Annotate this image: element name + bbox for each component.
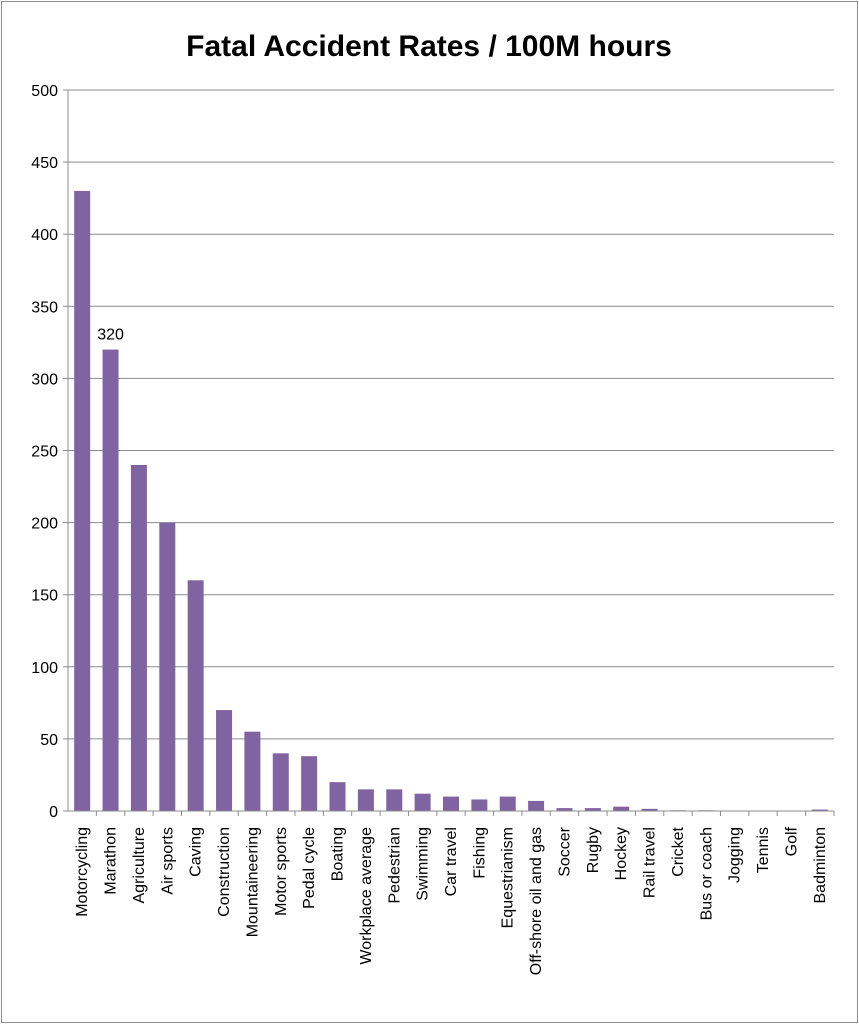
y-tick-label: 0 — [49, 804, 58, 821]
x-tick-label: Boating — [330, 827, 347, 881]
y-tick-label: 50 — [40, 732, 58, 749]
bar — [528, 801, 544, 811]
bar — [216, 710, 232, 811]
x-tick-label: Golf — [783, 826, 800, 856]
x-tick-label: Pedestrian — [386, 827, 403, 904]
y-tick-label: 150 — [31, 588, 58, 605]
x-tick-label: Hockey — [613, 827, 630, 880]
gridlines — [68, 90, 834, 811]
data-label: 320 — [97, 327, 124, 344]
bar — [74, 191, 90, 811]
x-tick-label: Car travel — [443, 827, 460, 896]
y-tick-label: 450 — [31, 155, 58, 172]
bar — [415, 794, 431, 811]
x-tick-label: Construction — [216, 827, 233, 917]
x-tick-label: Tennis — [755, 827, 772, 873]
bar — [159, 523, 175, 811]
bar — [103, 350, 119, 811]
bars — [74, 191, 828, 811]
x-axis: Motorcycling Marathon Agriculture Air sport… — [68, 811, 834, 975]
y-tick-label: 500 — [31, 83, 58, 100]
x-tick-label: Bus or coach — [698, 827, 715, 920]
x-tick-label: Rugby — [585, 827, 602, 873]
x-tick-label: Mountaineering — [244, 827, 261, 937]
y-axis: 0 50 100 150 200 250 300 350 400 450 500 — [31, 83, 68, 821]
y-tick-label: 350 — [31, 299, 58, 316]
bar — [330, 782, 346, 811]
bar — [500, 797, 516, 811]
x-tick-label: Jogging — [727, 827, 744, 883]
x-tick-label: Off-shore oil and gas — [528, 827, 545, 975]
bar — [386, 789, 402, 811]
chart-title: Fatal Accident Rates / 100M hours — [186, 30, 672, 63]
x-tick-label: Swimming — [415, 827, 432, 901]
bar — [358, 789, 374, 811]
data-labels: 320 — [97, 327, 124, 344]
x-tick-label: Fishing — [471, 827, 488, 879]
y-tick-label: 100 — [31, 660, 58, 677]
bar — [244, 732, 260, 811]
x-tick-label: Motorcycling — [74, 827, 91, 917]
y-tick-label: 200 — [31, 516, 58, 533]
x-tick-label: Soccer — [556, 826, 573, 876]
y-tick-label: 250 — [31, 444, 58, 461]
x-tick-label: Badminton — [812, 827, 829, 904]
bar — [131, 465, 147, 811]
y-tick-label: 400 — [31, 227, 58, 244]
bar — [301, 756, 317, 811]
bar — [613, 807, 629, 811]
bar — [471, 799, 487, 811]
x-tick-label: Caving — [188, 827, 205, 877]
x-tick-label: Pedal cycle — [301, 827, 318, 909]
x-tick-label: Motor sports — [273, 827, 290, 916]
x-tick-label: Air sports — [159, 827, 176, 895]
bar — [188, 580, 204, 811]
x-tick-label: Equestrianism — [500, 827, 517, 928]
x-tick-label: Agriculture — [131, 827, 148, 904]
bar — [273, 753, 289, 811]
bar — [443, 797, 459, 811]
y-tick-label: 300 — [31, 371, 58, 388]
x-tick-label: Marathon — [103, 827, 120, 895]
x-tick-label: Workplace average — [358, 827, 375, 965]
x-tick-label: Rail travel — [642, 827, 659, 898]
x-tick-label: Cricket — [670, 826, 687, 876]
